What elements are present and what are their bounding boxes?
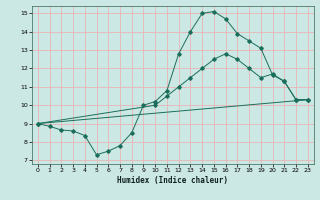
X-axis label: Humidex (Indice chaleur): Humidex (Indice chaleur) <box>117 176 228 185</box>
